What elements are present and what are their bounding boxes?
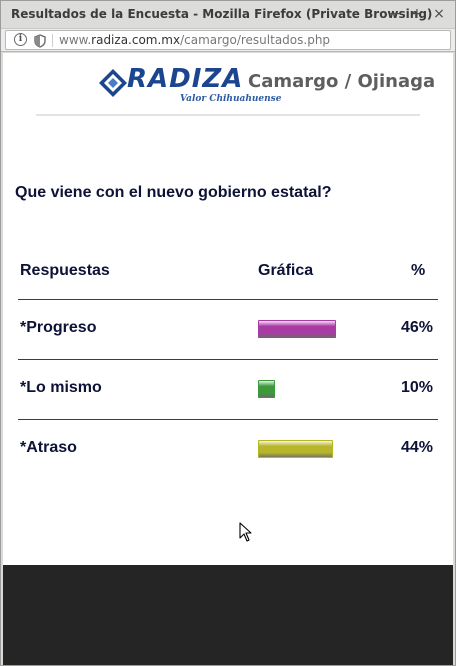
minimize-button[interactable]: − [389,6,401,22]
tracking-shield-icon[interactable] [34,33,46,52]
url-bar[interactable]: i www.radiza.com.mx/camargo/resultados.p… [5,30,451,50]
title-bar[interactable]: Resultados de la Encuesta - Mozilla Fire… [1,1,455,28]
row-divider [18,299,438,300]
answer-label: *Lo mismo [20,379,102,396]
navigation-bar: i www.radiza.com.mx/camargo/resultados.p… [1,28,455,52]
answer-percent: 44% [400,439,433,456]
logo-tagline: Valor Chihuahuense [180,94,282,104]
header-percent: % [411,262,426,279]
logo-wordmark: RADIZA [127,64,244,94]
header-divider [36,114,420,116]
header-chart: Gráfica [258,262,314,279]
url-path: /camargo/resultados.php [180,33,331,47]
mouse-cursor-icon [239,522,253,546]
radiza-logo[interactable]: RADIZA Valor Chihuahuense [99,64,281,107]
row-divider [18,419,438,420]
answer-label: *Atraso [20,439,77,456]
close-button[interactable]: × [433,6,445,22]
url-text[interactable]: www.radiza.com.mx/camargo/resultados.php [59,33,330,47]
cities-title: Camargo / Ojinaga [248,71,436,92]
result-bar [258,320,336,338]
answer-percent: 10% [400,379,433,396]
url-domain: radiza.com.mx [91,33,181,47]
result-bar [258,380,275,398]
result-bar [258,440,333,458]
answer-percent: 46% [400,319,433,336]
page-content: RADIZA Valor Chihuahuense Camargo / Ojin… [3,53,453,565]
answer-label: *Progreso [20,319,97,336]
url-separator [52,34,53,47]
poll-question: Que viene con el nuevo gobierno estatal? [15,184,332,201]
header-answers: Respuestas [20,262,110,279]
row-divider [18,359,438,360]
maximize-button[interactable]: + [411,6,423,22]
window-title: Resultados de la Encuesta - Mozilla Fire… [11,7,433,21]
page-footer [3,565,453,665]
radiza-logo-mark-icon [99,69,129,101]
url-prefix: www. [59,33,92,47]
info-icon[interactable]: i [14,33,27,46]
